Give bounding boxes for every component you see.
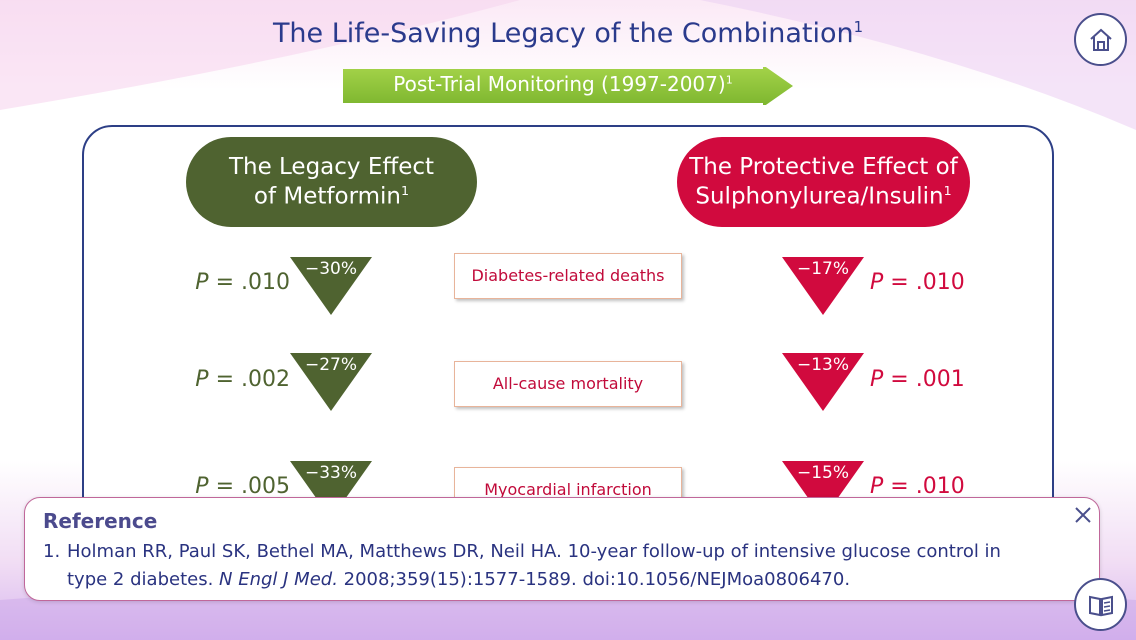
reference-line1: Holman RR, Paul SK, Bethel MA, Matthews …: [67, 541, 1001, 562]
outcome-label: Diabetes-related deaths: [454, 253, 682, 299]
metformin-reduction-marker: −30%: [290, 255, 372, 317]
home-button[interactable]: [1074, 13, 1127, 66]
reference-number: 1.: [43, 541, 61, 562]
reference-heading: Reference: [43, 509, 158, 533]
metformin-p-value: P = .002: [195, 367, 290, 392]
book-icon: [1088, 595, 1113, 616]
references-button[interactable]: [1074, 578, 1127, 631]
su-p-value: P = .010: [870, 270, 965, 295]
home-icon: [1089, 28, 1112, 51]
page-title: The Life-Saving Legacy of the Combinatio…: [272, 18, 864, 49]
arrow-banner-shape: [343, 67, 793, 105]
close-icon: [1075, 507, 1091, 523]
su-pill-line2: Sulphonylurea/Insulin1: [695, 183, 952, 210]
metformin-p-value: P = .010: [195, 270, 290, 295]
metformin-p-value: P = .005: [195, 474, 290, 499]
metformin-pill-line1: The Legacy Effect: [228, 154, 435, 181]
reference-popup: Reference 1. Holman RR, Paul SK, Bethel M…: [24, 497, 1100, 601]
metformin-legacy-pill: The Legacy Effect of Metformin1: [186, 137, 477, 227]
outcome-label: All-cause mortality: [454, 361, 682, 407]
su-pill-line1: The Protective Effect of: [689, 154, 958, 181]
post-trial-banner: Post-Trial Monitoring (1997-2007)1: [343, 67, 795, 105]
metformin-reduction-marker: −33%: [290, 459, 372, 521]
close-reference-button[interactable]: [1072, 504, 1094, 526]
su-reduction-label: −13%: [796, 355, 850, 375]
metformin-reduction-label: −30%: [304, 259, 358, 279]
su-reduction-label: −15%: [796, 463, 850, 483]
metformin-reduction-marker: −27%: [290, 351, 372, 413]
su-reduction-label: −17%: [796, 259, 850, 279]
reference-citation: 1. Holman RR, Paul SK, Bethel MA, Matthew…: [43, 538, 1073, 594]
reference-line2: type 2 diabetes. N Engl J Med. 2008;359(…: [67, 569, 851, 590]
su-reduction-marker: −13%: [782, 351, 864, 413]
su-p-value: P = .001: [870, 367, 965, 392]
su-reduction-marker: −17%: [782, 255, 864, 317]
metformin-reduction-label: −27%: [304, 355, 358, 375]
su-p-value: P = .010: [870, 474, 965, 499]
metformin-reduction-label: −33%: [304, 463, 358, 483]
su-reduction-marker: −15%: [782, 459, 864, 521]
metformin-pill-line2: of Metformin1: [253, 183, 410, 210]
journal-name: N Engl J Med.: [219, 569, 338, 590]
sulphonylurea-insulin-pill: The Protective Effect of Sulphonylurea/I…: [677, 137, 970, 227]
banner-label: Post-Trial Monitoring (1997-2007)1: [393, 72, 733, 96]
